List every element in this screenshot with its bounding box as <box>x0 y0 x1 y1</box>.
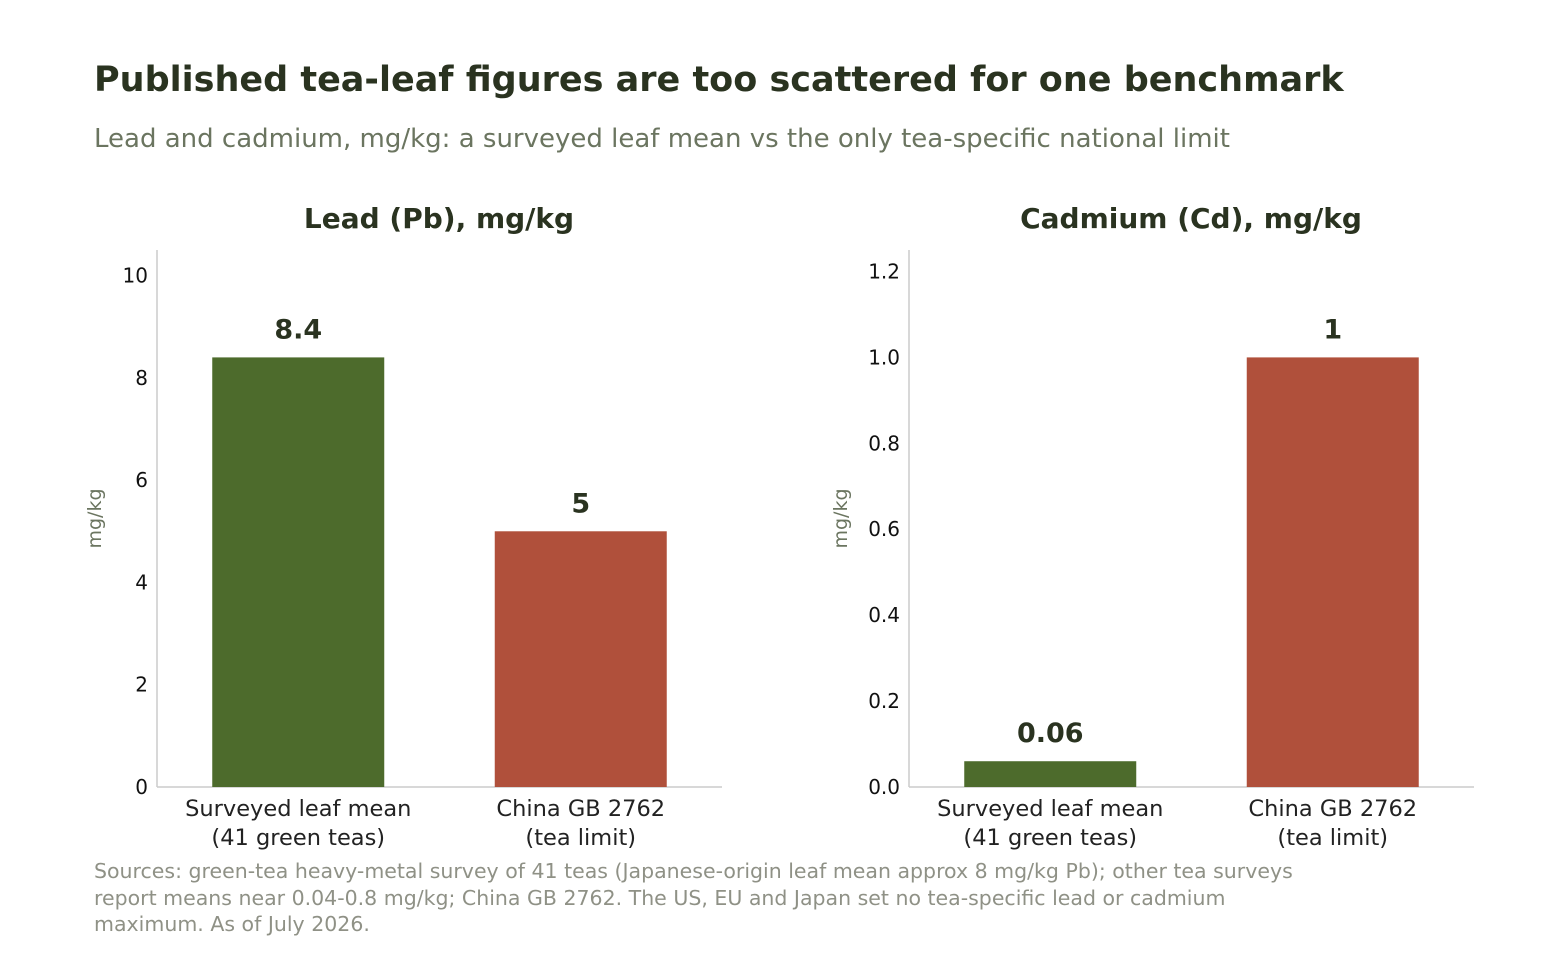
y-tick-label: 0.6 <box>868 517 900 541</box>
bar <box>1246 357 1419 787</box>
y-tick-label: 10 <box>123 264 148 288</box>
y-axis-label: mg/kg <box>84 488 106 548</box>
chart-panel-2: Cadmium (Cd), mg/kg mg/kg 0.0 0.2 0.4 0.6 0.8 1… <box>830 202 1474 851</box>
y-tick-label: 1.0 <box>868 345 900 369</box>
bar-value-label: 5 <box>571 488 590 519</box>
y-tick-label: 0.0 <box>868 775 900 799</box>
y-tick-label: 0.2 <box>868 689 900 713</box>
y-tick-label: 8 <box>135 366 148 390</box>
y-tick-label: 6 <box>135 468 148 492</box>
x-tick-label: Surveyed leaf mean (41 green teas) <box>185 796 411 851</box>
bar <box>964 761 1137 787</box>
chart-title: Published tea-leaf figures are too scatt… <box>94 60 1344 100</box>
x-tick-label: Surveyed leaf mean (41 green teas) <box>937 796 1163 851</box>
bar <box>212 357 385 787</box>
bar-value-label: 1 <box>1323 314 1342 345</box>
sources-footnote: Sources: green-tea heavy-metal survey of… <box>94 859 1293 936</box>
bar-value-label: 8.4 <box>274 314 322 345</box>
chart-subtitle: Lead and cadmium, mg/kg: a surveyed leaf… <box>94 124 1230 154</box>
panel-title: Cadmium (Cd), mg/kg <box>1020 202 1362 235</box>
bar-value-label: 0.06 <box>1017 718 1084 749</box>
chart-panel-1: Lead (Pb), mg/kg mg/kg 0 2 4 6 8 10 8.4 Surveyed … <box>84 202 722 851</box>
y-tick-label: 1.2 <box>868 259 900 283</box>
y-tick-label: 2 <box>135 673 148 697</box>
x-tick-label: China GB 2762 (tea limit) <box>1248 796 1417 851</box>
panel-title: Lead (Pb), mg/kg <box>304 202 574 235</box>
y-tick-label: 4 <box>135 570 148 594</box>
y-axis-label: mg/kg <box>830 488 852 548</box>
y-tick-label: 0 <box>135 775 148 799</box>
charts-canvas: Lead (Pb), mg/kg mg/kg 0 2 4 6 8 10 8.4 Surveyed … <box>84 202 1474 851</box>
y-tick-label: 0.4 <box>868 603 900 627</box>
y-tick-label: 0.8 <box>868 431 900 455</box>
bar <box>494 531 667 787</box>
x-tick-label: China GB 2762 (tea limit) <box>496 796 665 851</box>
